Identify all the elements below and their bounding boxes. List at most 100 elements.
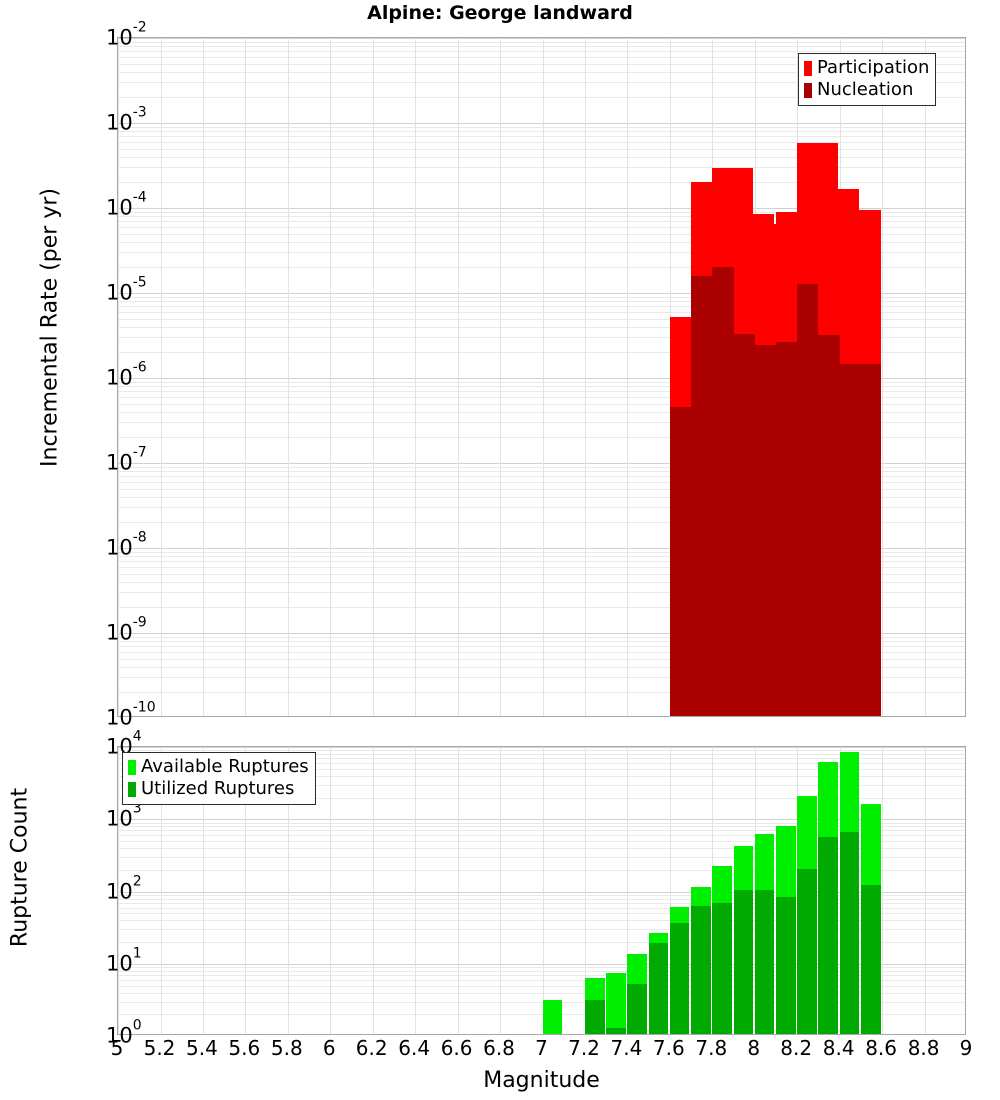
bar-group (818, 747, 839, 1034)
gridline (118, 182, 965, 184)
gridline (118, 148, 965, 150)
bar-group (542, 747, 563, 1034)
bar-group (585, 747, 605, 1034)
gridline (118, 551, 965, 553)
x-axis-tick-label: 8 (747, 1036, 761, 1060)
gridline (118, 758, 965, 760)
bar-segment-utilized-ruptures (691, 905, 711, 1034)
bar-group (733, 747, 754, 1034)
legend-item: Available Ruptures (128, 756, 309, 778)
bar-segment-utilized-ruptures (818, 836, 839, 1034)
bar-group (839, 38, 881, 716)
gridline (118, 768, 965, 770)
gridline (118, 835, 965, 837)
gridline-vertical (330, 747, 332, 1034)
bar-group (712, 747, 732, 1034)
legend-item-label: Available Ruptures (141, 756, 309, 777)
x-axis-tick-label: 5.6 (228, 1036, 261, 1060)
gridline (118, 352, 965, 354)
gridline-vertical (330, 38, 332, 716)
gridline (118, 750, 965, 752)
gridline (118, 391, 965, 393)
bar-group (500, 747, 520, 1034)
gridline (118, 636, 965, 638)
gridline (118, 920, 965, 922)
bar-group (860, 747, 881, 1034)
gridline (118, 592, 965, 594)
gridline (118, 985, 965, 987)
gridline (118, 651, 965, 653)
gridline (118, 71, 965, 73)
x-axis-tick-label: 7.2 (568, 1036, 600, 1060)
gridline-vertical (245, 747, 247, 1034)
gridline (118, 381, 965, 383)
gridline (118, 208, 965, 209)
gridline-vertical (415, 747, 417, 1034)
incremental-rate-plot (117, 37, 966, 717)
gridline (118, 56, 965, 58)
x-axis-tick-label: 7.4 (610, 1036, 643, 1060)
bar-segment-available-ruptures (542, 999, 563, 1034)
gridline (118, 974, 965, 976)
gridline (118, 488, 965, 490)
gridline-vertical (457, 747, 459, 1034)
bar-segment-utilized-ruptures (776, 897, 796, 1034)
page-title: Alpine: George landward (367, 2, 633, 24)
gridline (118, 979, 965, 981)
gridline (118, 46, 965, 48)
gridline (118, 156, 965, 158)
gridline (118, 913, 965, 915)
x-axis-tick-label: 5.8 (270, 1036, 303, 1060)
bar-group (776, 747, 796, 1034)
gridline-vertical (882, 38, 884, 716)
gridline (118, 82, 965, 84)
gridline (118, 306, 965, 308)
gridline (118, 929, 965, 931)
gridline-vertical (457, 38, 459, 716)
gridline (118, 126, 965, 128)
gridline (118, 942, 965, 943)
legend-item-label: Participation (817, 57, 930, 78)
bar-segment-available-ruptures (606, 972, 626, 1034)
gridline (118, 819, 965, 821)
gridline (118, 902, 965, 904)
bar-group (521, 747, 541, 1034)
gridline (118, 646, 965, 648)
gridline (118, 496, 965, 498)
gridline (118, 894, 965, 896)
x-axis-tick-label: 6 (322, 1036, 336, 1060)
gridline (118, 141, 965, 143)
bar-group (564, 747, 584, 1034)
x-axis-tick-label: 5 (110, 1036, 124, 1060)
legend-swatch-icon (128, 759, 136, 775)
gridline (118, 1014, 965, 1016)
gridline (118, 566, 965, 568)
gridline (118, 386, 965, 388)
x-axis-tick-label: 6.8 (483, 1036, 515, 1060)
gridline-vertical (500, 747, 501, 1034)
gridline (118, 293, 965, 294)
gridline (118, 747, 965, 748)
gridline (118, 123, 965, 124)
gridline (118, 891, 965, 893)
gridline (118, 963, 965, 965)
gridline (118, 311, 965, 313)
gridline-vertical (924, 747, 926, 1034)
bar-segment-utilized-ruptures (754, 890, 775, 1034)
gridline (118, 471, 965, 473)
gridline (118, 830, 965, 832)
gridline-vertical (627, 38, 629, 716)
bar-group (606, 747, 626, 1034)
gridline (118, 252, 965, 254)
gridline (118, 301, 965, 303)
legend-item-label: Utilized Ruptures (141, 778, 295, 799)
bottom-legend: Available Ruptures Utilized Ruptures (122, 752, 316, 805)
gridline-vertical (585, 38, 586, 716)
gridline (118, 992, 965, 994)
bar-segment-utilized-ruptures (585, 999, 605, 1034)
bar-segment-utilized-ruptures (669, 923, 690, 1034)
gridline (118, 337, 965, 339)
legend-swatch-icon (804, 82, 812, 98)
gridline (118, 437, 965, 439)
gridline (118, 233, 965, 235)
